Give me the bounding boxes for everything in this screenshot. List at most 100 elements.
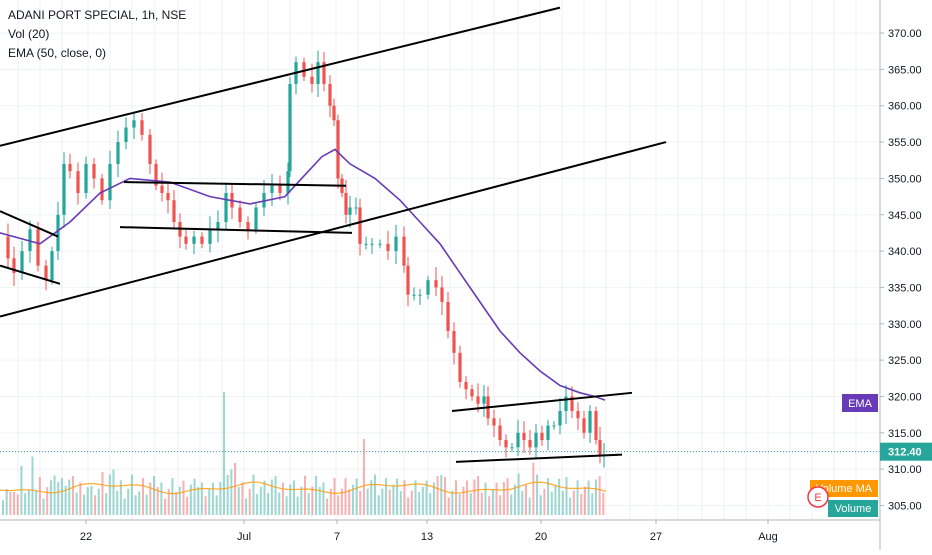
candle-body-14	[100, 178, 104, 201]
candle-body-54	[364, 243, 368, 245]
legend-symbol[interactable]: ADANI PORT SPECIAL, 1h, NSE	[8, 8, 187, 22]
volume-bar-82	[304, 475, 307, 515]
volume-bar-96	[355, 478, 358, 515]
volume-bar-83	[307, 493, 310, 515]
candle-body-65	[440, 287, 444, 302]
price-tick-label-10: 355.00	[888, 137, 922, 149]
left-wedge-bottom-line[interactable]	[0, 264, 61, 285]
volume-bar-51	[189, 484, 192, 515]
candle-body-67	[452, 331, 456, 353]
volume-bar-49	[182, 480, 185, 515]
candle-body-31	[224, 192, 228, 223]
candle-body-33	[238, 207, 242, 223]
earnings-event-label: E	[814, 492, 821, 504]
volume-bar-81	[300, 486, 303, 515]
candle-body-7	[50, 251, 54, 281]
candle-body-52	[354, 207, 358, 209]
volume-bar-105	[388, 489, 391, 515]
volume-bar-143	[528, 497, 531, 515]
candle-body-18	[132, 120, 136, 128]
volume-ma-line	[0, 481, 607, 495]
volume-bar-95	[351, 484, 354, 515]
volume-bar-125	[462, 486, 465, 515]
volume-bar-151	[558, 478, 561, 515]
candle-body-70	[470, 389, 474, 397]
volume-bar-117	[432, 482, 435, 515]
volume-bar-14	[53, 475, 56, 515]
range-bottom-line[interactable]	[119, 226, 353, 234]
volume-bar-19	[71, 476, 75, 515]
volume-bar-17	[64, 485, 67, 515]
volume-bar-16	[60, 478, 63, 515]
price-tick-label-5: 330.00	[888, 319, 922, 331]
candle-body-10	[68, 163, 72, 172]
volume-bar-136	[502, 482, 505, 515]
candle-body-64	[434, 280, 438, 288]
volume-bar-107	[396, 478, 399, 515]
price-tick-label-2: 315.00	[888, 428, 922, 440]
volume-bar-8	[31, 456, 34, 515]
axis-tags: EMA 312.40 Volume MA Volume E	[807, 394, 932, 517]
volume-bar-65	[241, 482, 244, 515]
grid-lines	[0, 0, 880, 520]
volume-bar-67	[248, 488, 251, 515]
volume-bar-119	[440, 475, 443, 515]
lower-channel-line[interactable]	[0, 141, 667, 318]
volume-bar-157	[580, 493, 583, 515]
volume-bar-59	[219, 482, 222, 515]
volume-bar-111	[410, 490, 413, 515]
candle-body-9	[62, 163, 66, 215]
volume-bar-30	[112, 469, 115, 515]
volume-bar-0	[2, 500, 5, 515]
time-tick-label-3: 13	[421, 531, 433, 543]
volume-bar-39	[145, 494, 148, 515]
trendlines[interactable]	[0, 6, 667, 463]
earnings-event-marker	[807, 486, 829, 508]
candle-body-6	[44, 265, 48, 281]
volume-bar-110	[407, 497, 410, 515]
legend-volume[interactable]: Vol (20)	[8, 27, 50, 41]
candle-body-39	[286, 171, 290, 193]
base-bottom-line[interactable]	[455, 453, 623, 463]
volume-bar-61	[226, 474, 229, 515]
volume-bar-34	[127, 488, 130, 515]
volume-bar-20	[75, 492, 78, 515]
volume-bar-4	[16, 494, 19, 515]
volume-bar-127	[469, 493, 472, 515]
volume-bar-156	[576, 480, 579, 515]
volume-bar-101	[373, 474, 377, 515]
volume-bar-63	[234, 463, 237, 515]
candle-body-87	[570, 396, 574, 411]
volume-bar-43	[160, 482, 163, 515]
candle-body-84	[552, 425, 556, 427]
volume-bar-114	[421, 486, 424, 515]
volume-bar-5	[20, 465, 23, 515]
volume-bar-45	[167, 488, 170, 515]
volume-bar-72	[267, 493, 270, 515]
upper-channel-line[interactable]	[0, 6, 561, 147]
candle-body-71	[476, 396, 480, 404]
volume-bar-79	[292, 480, 295, 515]
volume-bar-90	[333, 477, 336, 515]
legend-ema[interactable]: EMA (50, close, 0)	[8, 46, 107, 60]
volume-bar-109	[403, 480, 406, 515]
volume-bar-98	[362, 439, 365, 515]
volume-bar-145	[536, 474, 539, 515]
candle-body-91	[594, 410, 598, 441]
volume-bar-33	[123, 498, 126, 515]
range-top-line[interactable]	[123, 181, 347, 187]
left-wedge-top-line[interactable]	[0, 210, 59, 238]
volume-bar-124	[458, 493, 461, 515]
candle-body-4	[28, 229, 32, 252]
candle-body-26	[184, 236, 188, 244]
volume-bar-123	[455, 480, 458, 515]
base-top-line[interactable]	[451, 391, 633, 412]
volume-bar-99	[366, 488, 369, 515]
candle-body-38	[278, 185, 282, 193]
candle-body-79	[522, 432, 526, 441]
candle-body-83	[546, 425, 550, 441]
candle-body-47	[332, 105, 336, 121]
